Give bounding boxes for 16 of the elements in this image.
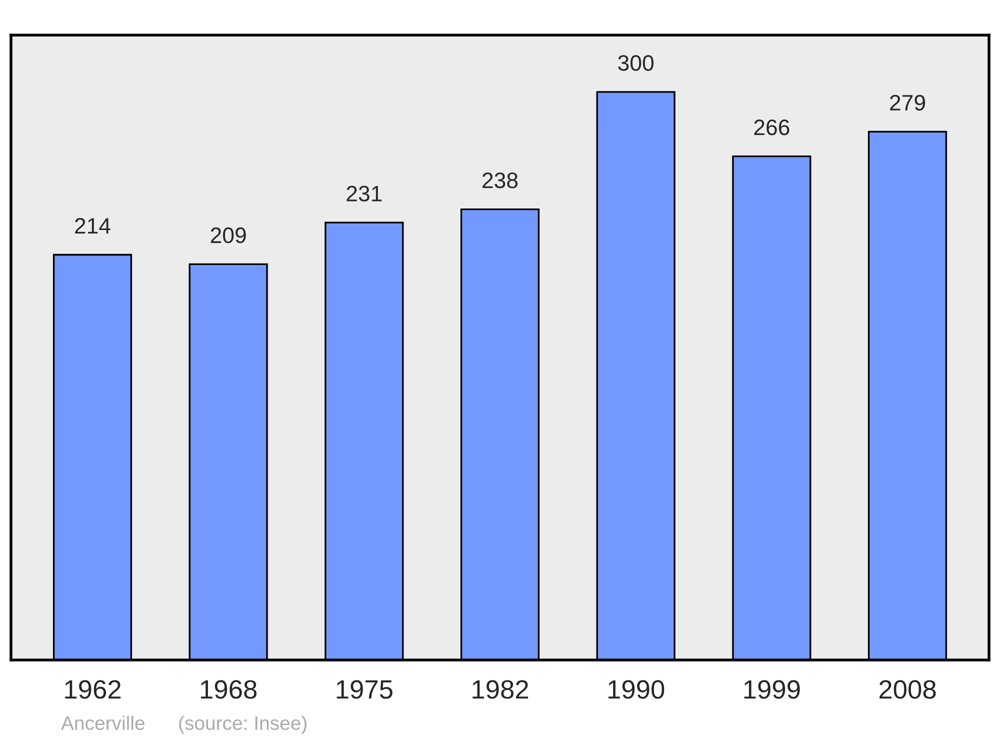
data-label: 238 bbox=[482, 172, 518, 188]
data-label: 300 bbox=[618, 55, 654, 71]
data-label: 209 bbox=[210, 227, 246, 244]
data-label: 279 bbox=[890, 94, 925, 111]
text: Ancerville bbox=[61, 716, 144, 730]
x-tick-label: 1968 bbox=[200, 680, 257, 699]
x-tick-label: 2008 bbox=[879, 680, 936, 699]
x-tick-label: 1975 bbox=[336, 680, 392, 699]
x-tick-label: 1962 bbox=[65, 680, 121, 699]
x-tick-label: 1999 bbox=[744, 680, 800, 699]
x-tick-label: 1990 bbox=[608, 680, 664, 699]
x-tick-label: 1982 bbox=[472, 680, 528, 699]
data-label: 214 bbox=[75, 218, 110, 234]
data-label: 231 bbox=[346, 186, 382, 202]
data-label: 266 bbox=[754, 120, 790, 136]
text: (source: Insee) bbox=[179, 716, 306, 734]
